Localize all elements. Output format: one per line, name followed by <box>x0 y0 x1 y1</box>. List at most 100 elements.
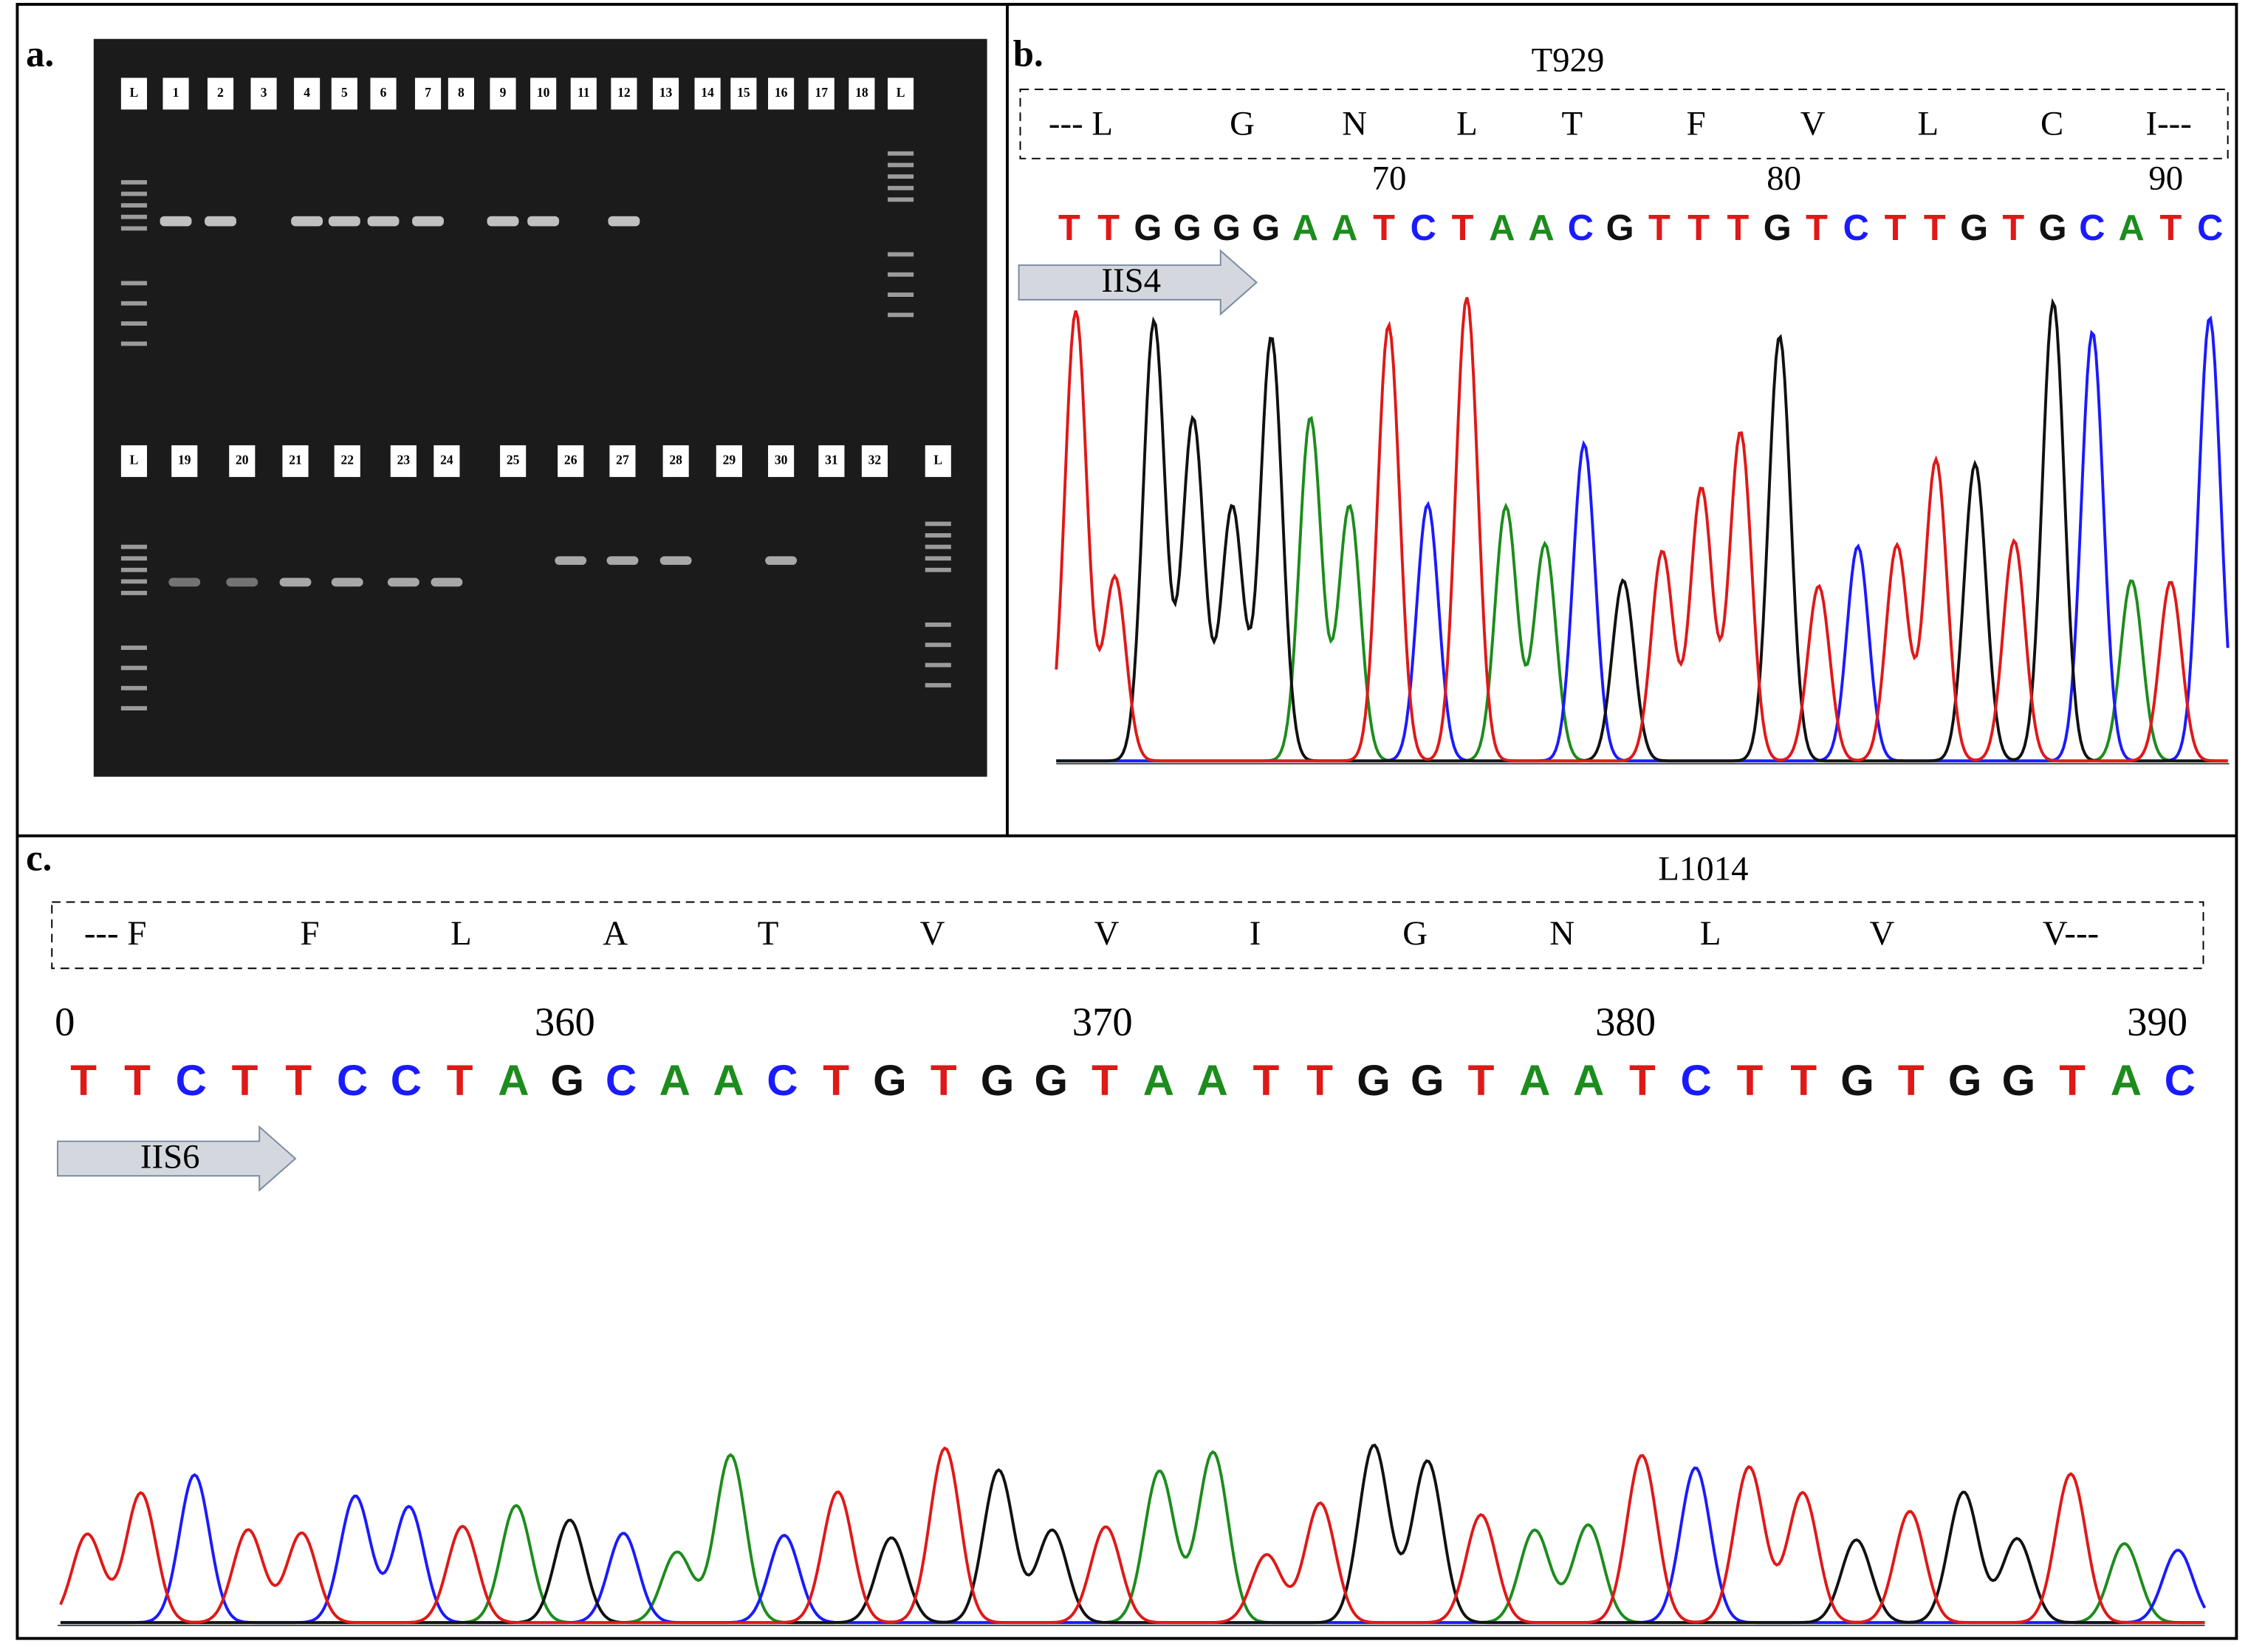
band <box>168 577 201 587</box>
base: T <box>2002 208 2024 248</box>
ladder-band <box>120 214 148 219</box>
lane-box <box>294 78 321 110</box>
band <box>606 556 639 565</box>
lane-label: 19 <box>178 452 191 467</box>
base: G <box>1606 208 1634 248</box>
lane-box <box>818 445 845 477</box>
base: T <box>1097 208 1120 248</box>
ladder-band <box>925 567 951 572</box>
lane-label: 12 <box>617 85 631 100</box>
base: T <box>70 1057 97 1105</box>
trace <box>1056 315 2230 763</box>
base: A <box>1332 208 1357 248</box>
ladder-band <box>120 301 148 306</box>
ladder-band <box>925 642 951 648</box>
lane-label: L <box>130 452 139 467</box>
base: A <box>1489 208 1515 248</box>
base: T <box>2059 1057 2086 1105</box>
ladder-band <box>120 665 148 671</box>
base: T <box>1253 1057 1280 1105</box>
band <box>226 577 258 587</box>
ladder-band <box>120 226 148 231</box>
base: T <box>823 1057 849 1105</box>
base: T <box>1058 208 1080 248</box>
ladder-band <box>925 682 951 688</box>
band <box>659 556 692 565</box>
ladder-band <box>120 179 148 185</box>
lane-label: 18 <box>855 85 868 100</box>
base: T <box>1737 1057 1764 1105</box>
base: A <box>1573 1057 1604 1105</box>
band <box>331 577 363 587</box>
band <box>291 216 323 227</box>
lane-box <box>334 445 360 477</box>
amino-acid: I--- <box>2145 104 2191 143</box>
lane-label: 30 <box>775 452 788 467</box>
lane-label: 13 <box>659 85 673 100</box>
ladder-band <box>120 341 148 346</box>
amino-acid: N <box>1342 104 1367 143</box>
band <box>387 577 419 587</box>
base: T <box>1452 208 1474 248</box>
base: A <box>659 1057 690 1105</box>
panel-label: a. <box>26 33 54 75</box>
base: T <box>1373 208 1395 248</box>
lane-box <box>162 78 189 110</box>
lane-box <box>448 78 474 110</box>
band <box>160 216 192 227</box>
ladder-band <box>925 622 951 627</box>
trace <box>1056 298 2228 763</box>
aa-box <box>51 901 2204 970</box>
band <box>205 216 237 227</box>
lane-box <box>120 445 148 477</box>
lane-box <box>887 78 914 110</box>
ladder-band <box>120 579 148 584</box>
lane-box <box>849 78 875 110</box>
ladder-band <box>887 272 914 277</box>
ladder-band <box>925 544 951 549</box>
lane-label: 17 <box>815 85 828 100</box>
base: G <box>1173 208 1202 248</box>
base: G <box>2039 208 2067 248</box>
lane-box <box>530 78 557 110</box>
ladder-band <box>887 185 914 191</box>
ladder-band <box>887 292 914 297</box>
band <box>328 216 360 227</box>
base: T <box>232 1057 258 1105</box>
base: G <box>1252 208 1280 248</box>
aa-box <box>1019 89 2229 160</box>
lane-label: 16 <box>775 85 788 100</box>
lane-label: 22 <box>340 452 354 467</box>
lane-box <box>500 445 527 477</box>
lane-label: 20 <box>236 452 249 467</box>
lane-label: 11 <box>578 85 590 100</box>
band <box>555 556 587 565</box>
outer-border <box>16 2 2238 1640</box>
ladder-band <box>925 556 951 561</box>
band <box>412 216 444 227</box>
band <box>765 556 798 565</box>
amino-acid: L <box>1700 914 1721 953</box>
lane-box <box>768 78 795 110</box>
ladder-band <box>120 706 148 711</box>
base: T <box>1648 208 1670 248</box>
lane-label: 14 <box>701 85 714 100</box>
ladder-band <box>120 685 148 690</box>
amino-acid: G <box>1402 914 1428 953</box>
amino-acid: C <box>2040 104 2063 143</box>
base: C <box>767 1057 798 1105</box>
amino-acid: A <box>603 914 628 953</box>
gel <box>93 38 987 777</box>
lane-label: 27 <box>616 452 629 467</box>
lane-box <box>490 78 516 110</box>
ladder-band <box>925 532 951 538</box>
ladder-band <box>120 645 148 651</box>
region-label: IIS6 <box>140 1138 200 1176</box>
lane-label: 25 <box>507 452 520 467</box>
base: C <box>1568 208 1594 248</box>
ladder-band <box>887 312 914 318</box>
lane-label: 31 <box>825 452 838 467</box>
base: T <box>285 1057 312 1105</box>
position: 360 <box>535 999 595 1044</box>
panel-label: c. <box>26 837 52 879</box>
